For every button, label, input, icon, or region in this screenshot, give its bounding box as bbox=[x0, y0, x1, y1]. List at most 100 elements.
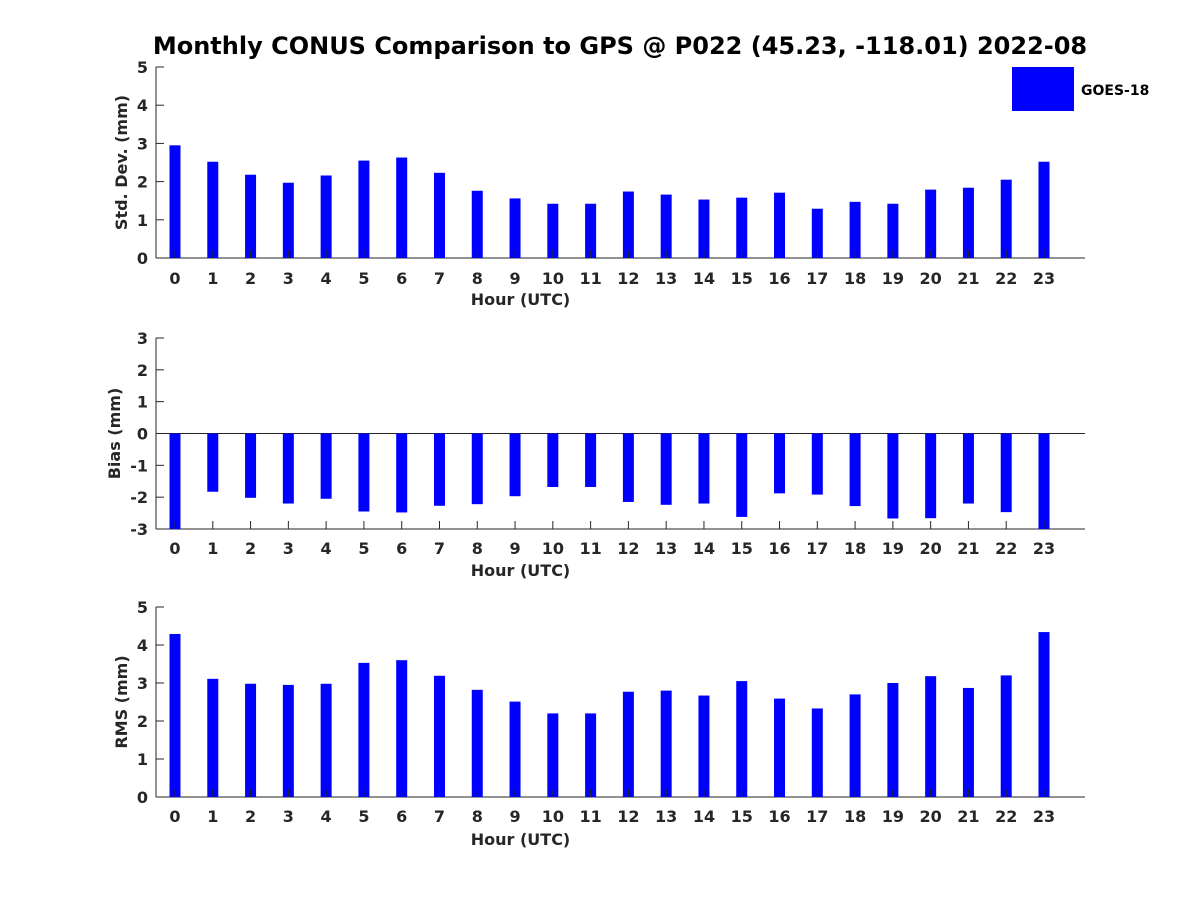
x-tick-label: 22 bbox=[995, 807, 1017, 826]
x-tick-label: 0 bbox=[169, 807, 180, 826]
bar-bias-19 bbox=[887, 433, 899, 519]
legend: GOES-18 bbox=[1012, 67, 1149, 111]
x-tick-label: 8 bbox=[472, 539, 483, 558]
y-tick-label: 0 bbox=[137, 425, 148, 444]
bar-rms-4 bbox=[320, 683, 332, 797]
bar-bias-6 bbox=[396, 433, 408, 513]
x-tick-label: 22 bbox=[995, 539, 1017, 558]
y-tick-label: 5 bbox=[137, 58, 148, 77]
bar-std-3 bbox=[282, 182, 294, 258]
x-tick-label: 12 bbox=[617, 539, 639, 558]
x-tick-label: 20 bbox=[920, 807, 942, 826]
bar-bias-10 bbox=[547, 433, 559, 487]
bar-std-18 bbox=[849, 201, 861, 258]
x-tick-label: 9 bbox=[509, 539, 520, 558]
y-tick-label: 3 bbox=[137, 674, 148, 693]
x-tick-label: 9 bbox=[509, 269, 520, 288]
bar-rms-18 bbox=[849, 694, 861, 797]
x-axis-label-bias: Hour (UTC) bbox=[471, 561, 571, 580]
x-tick-label: 15 bbox=[731, 807, 753, 826]
y-tick-label: 0 bbox=[137, 788, 148, 807]
bar-rms-10 bbox=[547, 713, 559, 797]
bar-rms-22 bbox=[1000, 675, 1012, 797]
bar-std-6 bbox=[396, 157, 408, 258]
bar-std-5 bbox=[358, 160, 370, 258]
x-tick-label: 19 bbox=[882, 269, 904, 288]
x-tick-label: 16 bbox=[768, 807, 790, 826]
bar-std-8 bbox=[471, 190, 483, 258]
x-tick-label: 8 bbox=[472, 269, 483, 288]
y-tick-label: 5 bbox=[137, 598, 148, 617]
chart-title: Monthly CONUS Comparison to GPS @ P022 (… bbox=[153, 32, 1087, 60]
x-tick-label: 1 bbox=[207, 539, 218, 558]
x-tick-label: 3 bbox=[283, 807, 294, 826]
y-tick-label: -1 bbox=[130, 456, 148, 475]
x-tick-label: 23 bbox=[1033, 807, 1055, 826]
bar-rms-6 bbox=[396, 660, 408, 797]
x-axis-label-std: Hour (UTC) bbox=[471, 290, 571, 309]
bar-bias-8 bbox=[471, 433, 483, 505]
x-tick-label: 6 bbox=[396, 807, 407, 826]
bar-rms-23 bbox=[1038, 632, 1050, 797]
x-axis-label-rms: Hour (UTC) bbox=[471, 830, 571, 849]
bar-rms-20 bbox=[925, 676, 937, 797]
x-tick-label: 2 bbox=[245, 807, 256, 826]
x-tick-label: 5 bbox=[358, 269, 369, 288]
bar-std-7 bbox=[433, 172, 445, 258]
x-tick-label: 2 bbox=[245, 539, 256, 558]
bar-rms-12 bbox=[622, 691, 634, 797]
x-tick-label: 14 bbox=[693, 539, 715, 558]
y-tick-label: 4 bbox=[137, 96, 148, 115]
y-tick-label: 3 bbox=[137, 329, 148, 348]
x-tick-label: 0 bbox=[169, 539, 180, 558]
y-tick-label: 2 bbox=[137, 712, 148, 731]
bar-bias-4 bbox=[320, 433, 332, 499]
x-tick-label: 14 bbox=[693, 269, 715, 288]
bar-rms-5 bbox=[358, 662, 370, 797]
x-tick-label: 15 bbox=[731, 269, 753, 288]
x-tick-label: 5 bbox=[358, 539, 369, 558]
x-tick-label: 13 bbox=[655, 269, 677, 288]
x-tick-label: 17 bbox=[806, 539, 828, 558]
x-tick-label: 22 bbox=[995, 269, 1017, 288]
bar-bias-14 bbox=[698, 433, 710, 504]
y-axis-label-rms: RMS (mm) bbox=[112, 655, 131, 748]
bar-bias-3 bbox=[282, 433, 294, 504]
x-tick-label: 20 bbox=[920, 269, 942, 288]
bar-bias-22 bbox=[1000, 433, 1012, 513]
x-tick-label: 11 bbox=[579, 269, 601, 288]
x-tick-label: 7 bbox=[434, 807, 445, 826]
bar-rms-3 bbox=[282, 684, 294, 797]
x-tick-label: 4 bbox=[321, 539, 332, 558]
bar-std-21 bbox=[962, 187, 974, 258]
x-tick-label: 12 bbox=[617, 807, 639, 826]
y-tick-label: -2 bbox=[130, 488, 148, 507]
y-axis-label-std: Std. Dev. (mm) bbox=[112, 95, 131, 230]
y-tick-label: 1 bbox=[137, 750, 148, 769]
x-tick-label: 21 bbox=[957, 269, 979, 288]
bar-rms-9 bbox=[509, 701, 521, 797]
bar-std-23 bbox=[1038, 161, 1050, 258]
bar-rms-21 bbox=[962, 687, 974, 797]
bar-std-9 bbox=[509, 198, 521, 258]
x-tick-label: 13 bbox=[655, 807, 677, 826]
y-axis-label-bias: Bias (mm) bbox=[105, 388, 124, 480]
x-tick-label: 10 bbox=[542, 269, 564, 288]
x-tick-label: 20 bbox=[920, 539, 942, 558]
x-tick-label: 10 bbox=[542, 807, 564, 826]
y-tick-label: 4 bbox=[137, 636, 148, 655]
bar-rms-2 bbox=[245, 683, 257, 797]
bar-std-11 bbox=[585, 203, 597, 258]
bar-bias-16 bbox=[774, 433, 786, 494]
bar-bias-5 bbox=[358, 433, 370, 512]
x-tick-label: 11 bbox=[579, 539, 601, 558]
bar-rms-7 bbox=[433, 675, 445, 797]
bar-std-12 bbox=[622, 191, 634, 258]
legend-swatch bbox=[1012, 67, 1074, 111]
bar-std-2 bbox=[245, 174, 257, 258]
bar-std-13 bbox=[660, 194, 672, 258]
